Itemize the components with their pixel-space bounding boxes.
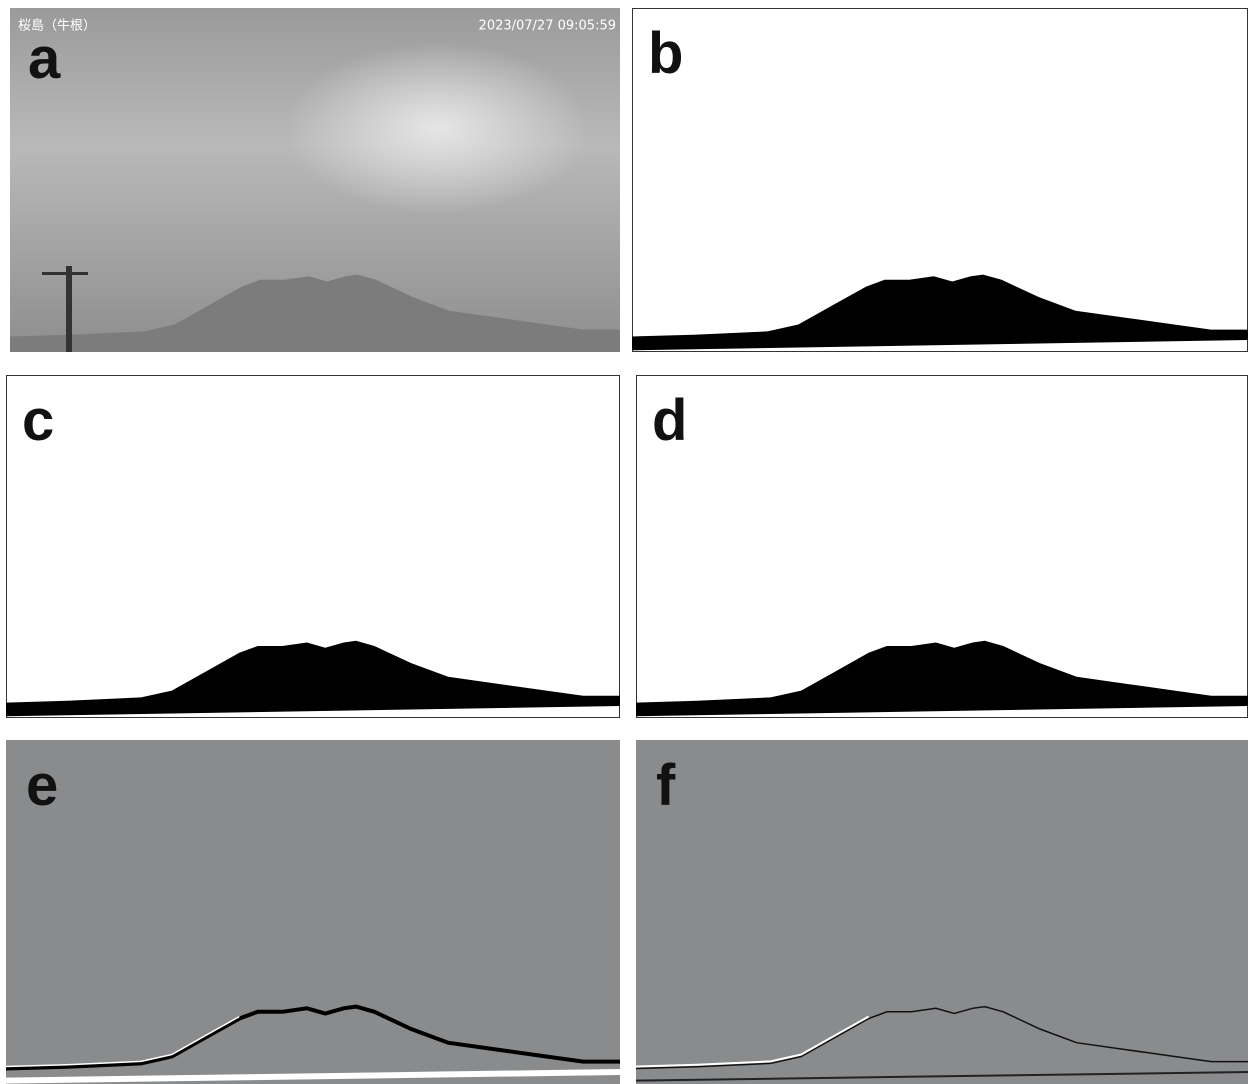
panel: f xyxy=(636,740,1248,1084)
photo-pole-arm xyxy=(42,272,88,275)
panel-label: c xyxy=(22,388,54,453)
diff-background xyxy=(636,740,1248,1084)
panel-label: a xyxy=(28,26,61,91)
photo-pole xyxy=(66,266,72,352)
panel: e xyxy=(6,740,620,1084)
panel: 桜島（牛根）2023/07/27 09:05:59a xyxy=(10,8,620,352)
panel-label: e xyxy=(26,753,58,818)
figure: 桜島（牛根）2023/07/27 09:05:59abcdef xyxy=(0,0,1249,1084)
diff-background xyxy=(6,740,620,1084)
panel-label: f xyxy=(656,753,676,818)
panel: b xyxy=(632,9,1248,352)
panel: d xyxy=(636,376,1248,718)
panel-label: b xyxy=(648,21,683,86)
panel: c xyxy=(6,376,620,718)
panel-label: d xyxy=(652,388,687,453)
photo-timestamp: 2023/07/27 09:05:59 xyxy=(479,19,616,34)
